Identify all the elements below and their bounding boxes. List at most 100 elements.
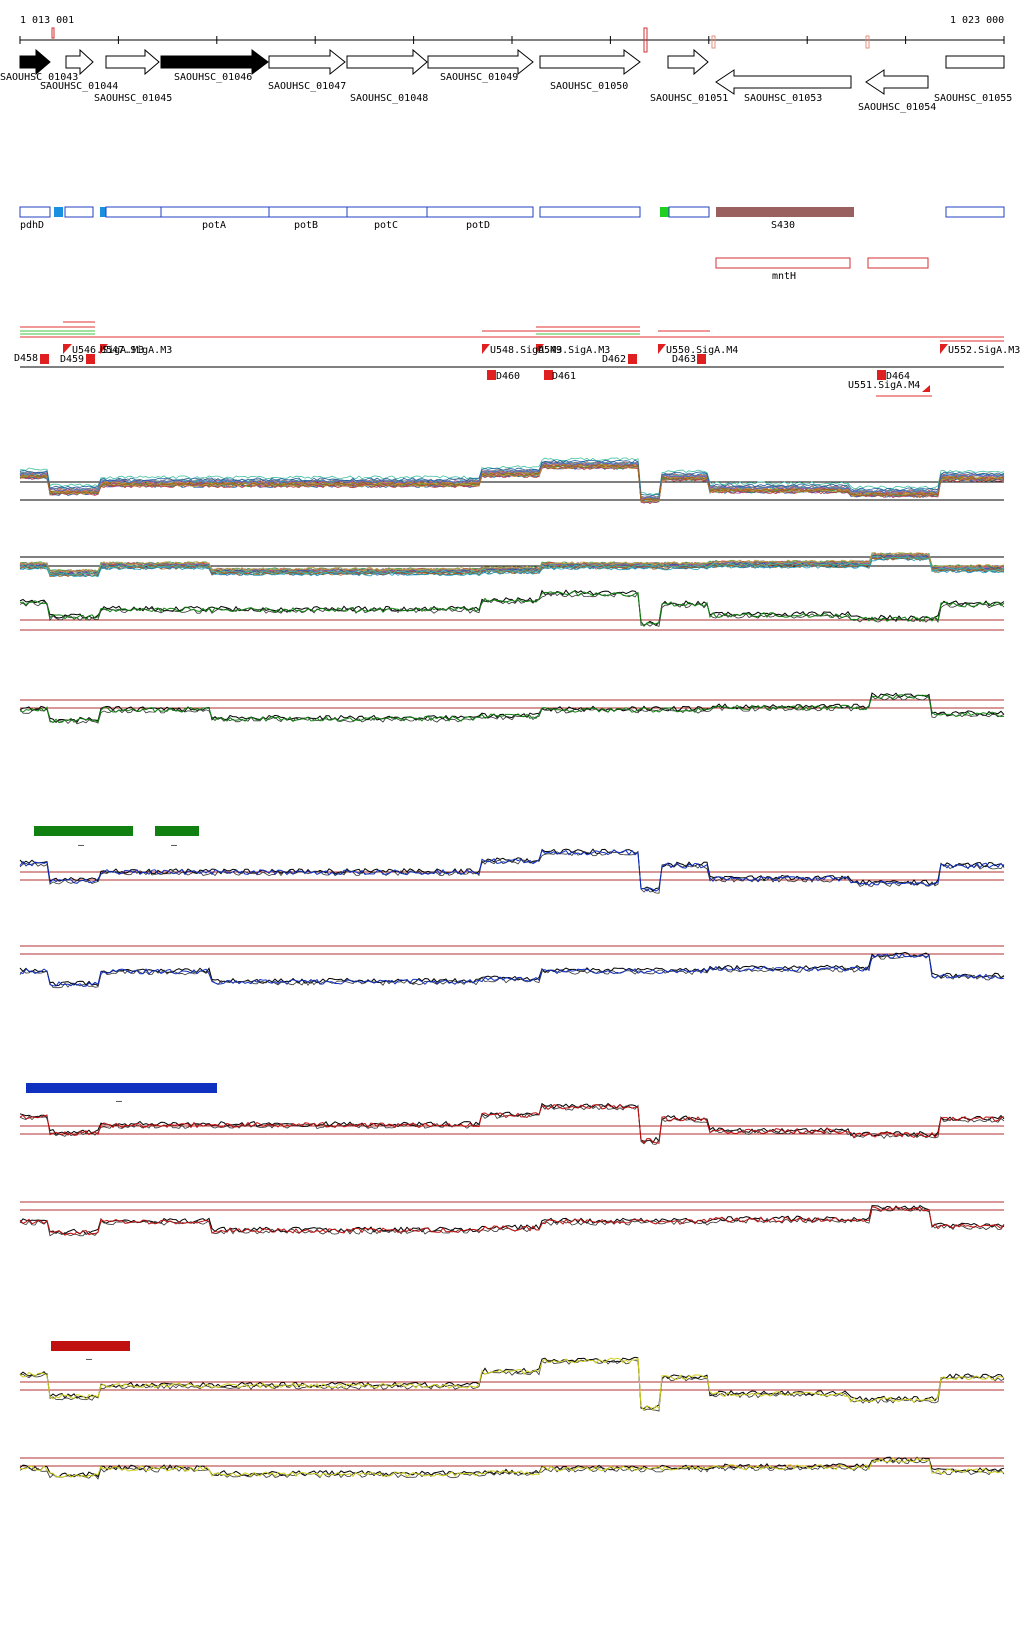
annotation-box[interactable] — [100, 207, 106, 217]
gene-label[interactable]: SAOUHSC_01043 — [0, 72, 78, 83]
gene-label[interactable]: SAOUHSC_01048 — [350, 93, 428, 104]
reg-block[interactable] — [40, 354, 49, 364]
annotation-label: potB — [294, 220, 318, 231]
annotation-box[interactable] — [160, 206, 270, 218]
expression-trace — [19, 1359, 1005, 1412]
reg-label[interactable]: U550.SigA.M4 — [666, 345, 738, 356]
expression-trace — [19, 459, 1005, 497]
annotation-box[interactable] — [105, 206, 162, 218]
gene-arrow[interactable] — [945, 55, 1005, 69]
gene-label[interactable]: SAOUHSC_01054 — [858, 102, 936, 113]
annotation-box[interactable] — [716, 207, 854, 217]
annotation-label: pdhD — [20, 220, 44, 231]
gene-arrow[interactable] — [865, 69, 929, 95]
promoter-flag[interactable] — [536, 344, 544, 354]
condition-bar-label: – — [171, 840, 178, 851]
gene-arrow[interactable] — [160, 49, 269, 75]
ruler-end-label: 1 023 000 — [950, 15, 1004, 26]
gene-track: SAOUHSC_01043 SAOUHSC_01044 SAOUHSC_0104… — [0, 48, 1012, 113]
condition-bar[interactable] — [51, 1341, 130, 1351]
annotation-track: pdhD potA potB potC potD S430 mntH — [19, 206, 1005, 282]
reg-block[interactable] — [86, 354, 95, 364]
annotation-box[interactable] — [346, 206, 428, 218]
gene-label[interactable]: SAOUHSC_01046 — [174, 72, 252, 83]
annotation-box[interactable] — [660, 207, 669, 217]
gene-arrow[interactable] — [19, 48, 51, 76]
annotation-box[interactable] — [64, 206, 94, 218]
gene-label[interactable]: SAOUHSC_01050 — [550, 81, 628, 92]
annotation-box[interactable] — [715, 257, 851, 269]
expression-trace — [19, 1457, 1005, 1478]
gene-label[interactable]: SAOUHSC_01044 — [40, 81, 118, 92]
reg-label[interactable]: U546.SigA.M3 — [72, 345, 144, 356]
gene-arrow[interactable] — [268, 48, 346, 76]
regulatory-track: D458 U546.SigA.M3 U547.SigA.M3 D459 U548… — [14, 321, 1020, 397]
promoter-flag[interactable] — [940, 344, 948, 354]
reg-label[interactable]: U551.SigA.M4 — [848, 380, 920, 391]
reg-block[interactable] — [487, 370, 496, 380]
ruler-marker — [51, 27, 55, 39]
annotation-box[interactable] — [54, 207, 63, 217]
reg-label[interactable]: D463 — [672, 354, 696, 365]
annotation-box[interactable] — [268, 206, 348, 218]
annotation-box[interactable] — [867, 257, 929, 269]
reg-block[interactable] — [877, 370, 886, 380]
expression-trace — [19, 951, 1005, 987]
ruler-marker — [711, 35, 716, 49]
gene-arrow[interactable] — [65, 48, 94, 76]
gene-arrow[interactable] — [105, 48, 160, 76]
annotation-box[interactable] — [426, 206, 534, 218]
annotation-box[interactable] — [668, 206, 710, 218]
reg-label[interactable]: D459 — [60, 354, 84, 365]
gene-arrow[interactable] — [539, 49, 641, 75]
gene-label[interactable]: SAOUHSC_01045 — [94, 93, 172, 104]
expression-trace — [19, 953, 1005, 987]
reg-label[interactable]: U547.SigA.M3 — [100, 345, 172, 356]
reg-label[interactable]: U548.SigA.M3 — [490, 345, 562, 356]
coordinate-ruler: 1 013 001 1 023 000 — [19, 15, 1005, 53]
reg-block[interactable] — [544, 370, 553, 380]
ruler-marker — [643, 27, 648, 53]
expression-trace — [19, 465, 1005, 503]
reg-label[interactable]: U552.SigA.M3 — [948, 345, 1020, 356]
annotation-box[interactable] — [19, 206, 51, 218]
reg-block[interactable] — [628, 354, 637, 364]
annotation-box[interactable] — [945, 206, 1005, 218]
promoter-flag[interactable] — [100, 344, 108, 354]
reg-label[interactable]: D460 — [496, 371, 520, 382]
promoter-flag[interactable] — [63, 344, 72, 354]
gene-arrow[interactable] — [346, 48, 428, 76]
expression-trace — [19, 849, 1005, 892]
promoter-flag[interactable] — [658, 344, 666, 354]
annotation-label: potA — [202, 220, 226, 231]
gene-label[interactable]: SAOUHSC_01049 — [440, 72, 518, 83]
gene-arrow[interactable] — [427, 48, 534, 76]
expression-trace — [19, 1104, 1005, 1145]
annotation-box[interactable] — [539, 206, 641, 218]
condition-bar-label: – — [86, 1354, 93, 1365]
condition-bar-label: – — [78, 840, 85, 851]
gene-arrow[interactable] — [667, 48, 709, 76]
gene-label[interactable]: SAOUHSC_01055 — [934, 93, 1012, 104]
reg-label[interactable]: D464 — [886, 371, 910, 382]
condition-bar[interactable] — [155, 826, 199, 836]
promoter-flag[interactable] — [922, 385, 930, 392]
condition-bar[interactable] — [34, 826, 133, 836]
gene-label[interactable]: SAOUHSC_01051 — [650, 93, 728, 104]
reg-label[interactable]: D458 — [14, 353, 38, 364]
gene-label[interactable]: SAOUHSC_01047 — [268, 81, 346, 92]
gene-label[interactable]: SAOUHSC_01053 — [744, 93, 822, 104]
ruler-start-label: 1 013 001 — [20, 15, 74, 26]
reg-label[interactable]: D461 — [552, 371, 576, 382]
annotation-label: potD — [466, 220, 490, 231]
gene-arrow[interactable] — [715, 69, 852, 95]
expression-trace — [19, 694, 1005, 724]
annotation-label: S430 — [771, 220, 795, 231]
reg-label[interactable]: D462 — [602, 354, 626, 365]
promoter-flag[interactable] — [482, 344, 490, 354]
reg-label[interactable]: U549.SigA.M3 — [538, 345, 610, 356]
reg-block[interactable] — [697, 354, 706, 364]
ruler-marker — [865, 35, 870, 49]
condition-bar[interactable] — [26, 1083, 217, 1093]
